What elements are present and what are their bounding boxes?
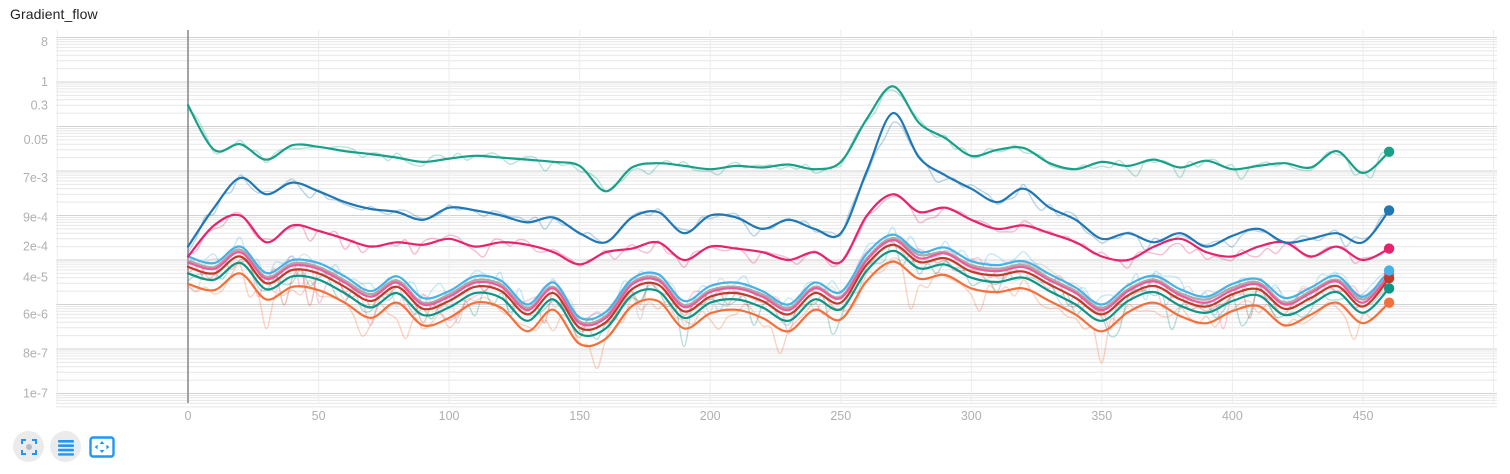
chart-toolbar — [13, 431, 117, 462]
series-blue-endpoint-dot[interactable] — [1383, 205, 1395, 216]
y-axis-tick-label: 7e-3 — [23, 171, 48, 185]
series-teal-endpoint-dot[interactable] — [1383, 283, 1395, 294]
series-red-line[interactable] — [186, 243, 1391, 331]
zoom-bounds-button[interactable] — [87, 433, 117, 461]
series-green-endpoint-dot[interactable] — [1383, 146, 1395, 157]
fullscreen-corners-icon — [20, 438, 38, 456]
y-axis-tick-label: 8 — [41, 35, 48, 49]
series-red-endpoint-dot[interactable] — [1383, 273, 1395, 284]
y-axis-tick-label: 8e-7 — [23, 346, 48, 360]
x-axis-tick-label: 350 — [1091, 409, 1112, 423]
x-axis-tick-label: 100 — [439, 409, 460, 423]
y-axis-tick-label: 4e-5 — [23, 271, 48, 285]
series-orange-endpoint-dot[interactable] — [1383, 297, 1395, 308]
bounded-box-icon — [89, 435, 115, 458]
series-cyan-endpoint-dot[interactable] — [1383, 265, 1395, 276]
x-axis-tick-label: 250 — [830, 409, 851, 423]
x-axis-tick-label: 400 — [1222, 409, 1243, 423]
series-blue-original-line — [187, 121, 1390, 254]
series-pink-line[interactable] — [186, 238, 1391, 327]
y-axis-tick-label: 2e-4 — [23, 240, 48, 254]
x-axis-tick-label: 300 — [961, 409, 982, 423]
y-axis-tick-label: 6e-6 — [23, 307, 48, 321]
series-green-line[interactable] — [186, 85, 1391, 193]
y-axis-tick-label: 0.05 — [24, 133, 48, 147]
series-orange-line[interactable] — [186, 260, 1391, 348]
series-gray-line[interactable] — [186, 237, 1391, 325]
series-blue-line[interactable] — [186, 112, 1391, 248]
x-axis-tick-label: 450 — [1353, 409, 1374, 423]
series-magenta-line[interactable] — [186, 193, 1391, 266]
y-axis-tick-label: 9e-4 — [23, 211, 48, 225]
x-axis-tick-label: 200 — [700, 409, 721, 423]
horizontal-bars-icon — [57, 438, 75, 456]
chart-title: Gradient_flow — [10, 6, 98, 22]
fit-data-button[interactable] — [13, 431, 44, 462]
series-green-original-line — [187, 89, 1390, 192]
x-axis-tick-label: 0 — [185, 409, 192, 423]
series-cyan-line[interactable] — [186, 233, 1391, 321]
x-axis-tick-label: 50 — [312, 409, 326, 423]
series-teal-line[interactable] — [186, 249, 1391, 337]
run-list-button[interactable] — [50, 431, 81, 462]
series-magenta-endpoint-dot[interactable] — [1383, 243, 1395, 254]
x-axis-tick-label: 150 — [569, 409, 590, 423]
y-axis-tick-label: 1e-7 — [23, 387, 48, 401]
y-axis-tick-label: 1 — [41, 75, 48, 89]
y-axis-tick-label: 0.3 — [31, 98, 48, 112]
